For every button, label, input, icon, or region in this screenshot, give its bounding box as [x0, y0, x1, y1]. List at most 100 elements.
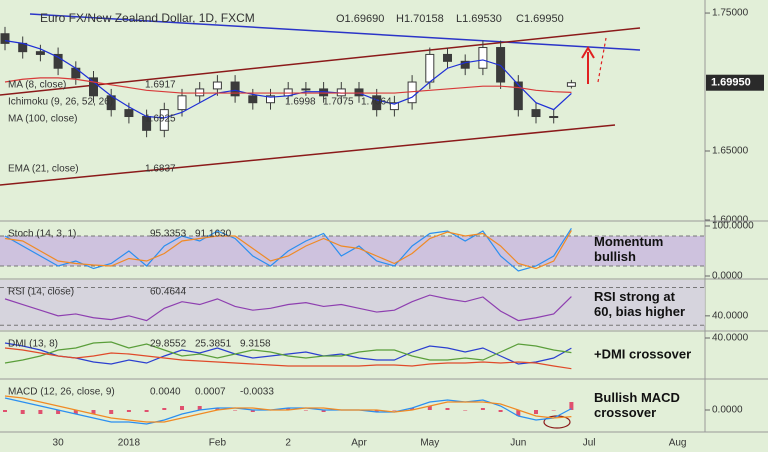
indicator-label: RSI (14, close): [8, 287, 74, 298]
indicator-readout: 91.1630: [195, 229, 232, 240]
indicator-readout: -0.0033: [240, 387, 274, 398]
y-tick-label: 40.0000: [712, 333, 749, 344]
annotation: crossover: [594, 405, 656, 420]
candle-body: [195, 88, 205, 97]
indicator-label: MACD (12, 26, close, 9): [8, 387, 115, 398]
histogram-bar: [463, 410, 468, 411]
histogram-bar: [250, 410, 255, 412]
histogram-bar: [73, 410, 78, 414]
histogram-bar: [197, 406, 202, 410]
overlay-readout: 1.6837: [145, 164, 176, 175]
histogram-bar: [286, 408, 291, 410]
candle-body: [443, 53, 452, 62]
indicator-line: [4, 40, 572, 119]
x-tick-label: 30: [53, 438, 65, 449]
candle-body: [513, 81, 523, 111]
candle-body: [549, 116, 559, 119]
indicator-line: [4, 230, 572, 270]
histogram-bar: [91, 410, 96, 414]
y-tick-label: 100.0000: [712, 221, 754, 232]
x-tick-label: Feb: [209, 438, 227, 449]
y-tick-label: 1.75000: [712, 8, 749, 19]
histogram-bar: [516, 410, 521, 416]
candle-body: [124, 109, 134, 118]
histogram-bar: [392, 410, 397, 411]
histogram-bar: [233, 410, 238, 411]
x-tick-label: Jul: [583, 438, 596, 449]
histogram-bar: [534, 410, 538, 414]
ohlc-value: H1.70158: [396, 13, 444, 25]
x-tick-label: Apr: [351, 438, 367, 449]
overlay-readout: 1.6917: [145, 80, 176, 91]
overlay-readout: 1.6998: [285, 97, 316, 108]
indicator-readout: 9.3158: [240, 339, 271, 350]
histogram-bar: [551, 410, 556, 411]
histogram-bar: [56, 410, 61, 414]
x-tick-label: 2: [285, 438, 291, 449]
histogram-bar: [480, 408, 485, 410]
histogram-bar: [303, 410, 308, 411]
indicator-line: [4, 397, 572, 425]
indicator-readout: 25.3851: [195, 339, 232, 350]
overlay-label: EMA (21, close): [8, 164, 79, 175]
arrow-head: [581, 46, 595, 59]
indicator-readout: 60.4644: [150, 287, 187, 298]
ohlc-value: L1.69530: [456, 13, 502, 25]
y-tick-label: 0.0000: [712, 271, 743, 282]
annotation: Momentum: [594, 234, 663, 249]
histogram-bar: [445, 408, 450, 410]
dashed-arrow: [597, 37, 607, 83]
indicator-line: [4, 77, 572, 94]
annotation: 60, bias higher: [594, 304, 685, 319]
candle-body: [89, 77, 98, 97]
annotation: bullish: [594, 249, 636, 264]
trend-line: [29, 13, 641, 51]
candle-body: [35, 51, 45, 55]
candle-body: [266, 95, 275, 104]
chart-title: Euro FX/New Zealand Dollar, 1D, FXCM: [40, 11, 255, 25]
indicator-readout: 0.0007: [195, 387, 226, 398]
candle-body: [212, 81, 222, 90]
candle-body: [248, 95, 258, 104]
histogram-bar: [321, 410, 326, 412]
histogram-bar: [569, 402, 574, 410]
y-tick-label: 0.0000: [712, 405, 743, 416]
indicator-line: [4, 341, 572, 364]
indicator-readout: 0.0040: [150, 387, 181, 398]
overlay-label: MA (100, close): [8, 114, 77, 125]
candle-body: [301, 88, 311, 91]
overlay-readout: 1.7075: [323, 97, 354, 108]
histogram-bar: [3, 410, 7, 412]
indicator-readout: 95.3353: [150, 229, 187, 240]
x-tick-label: 2018: [118, 438, 141, 449]
indicator-label: Stoch (14, 3, 1): [8, 229, 76, 240]
candle-body: [478, 47, 488, 69]
candle-body: [425, 53, 435, 83]
indicator-label: DMI (13, 8): [8, 339, 58, 350]
y-tick-label: 40.0000: [712, 310, 749, 321]
histogram-bar: [126, 410, 131, 412]
band: [0, 236, 705, 266]
last-price-box: [706, 74, 764, 91]
candle-body: [354, 88, 364, 97]
histogram-bar: [144, 410, 149, 412]
ohlc-value: O1.69690: [336, 13, 384, 25]
candle-body: [389, 102, 399, 111]
annotation: RSI strong at: [594, 289, 676, 304]
indicator-line: [4, 342, 572, 365]
indicator-line: [4, 294, 572, 322]
candle-body: [53, 53, 63, 69]
annotation: +DMI crossover: [594, 346, 691, 361]
candle-body: [159, 109, 169, 131]
overlay-readout: 1.7064: [361, 97, 392, 108]
y-tick-label: 1.65000: [712, 146, 749, 157]
candle-body: [372, 95, 382, 111]
indicator-readout: 29.8552: [150, 339, 187, 350]
histogram-bar: [215, 408, 220, 410]
x-tick-label: Aug: [669, 438, 687, 449]
candle-body: [0, 33, 10, 44]
ohlc-value: C1.69950: [516, 13, 564, 25]
indicator-line: [4, 347, 572, 370]
